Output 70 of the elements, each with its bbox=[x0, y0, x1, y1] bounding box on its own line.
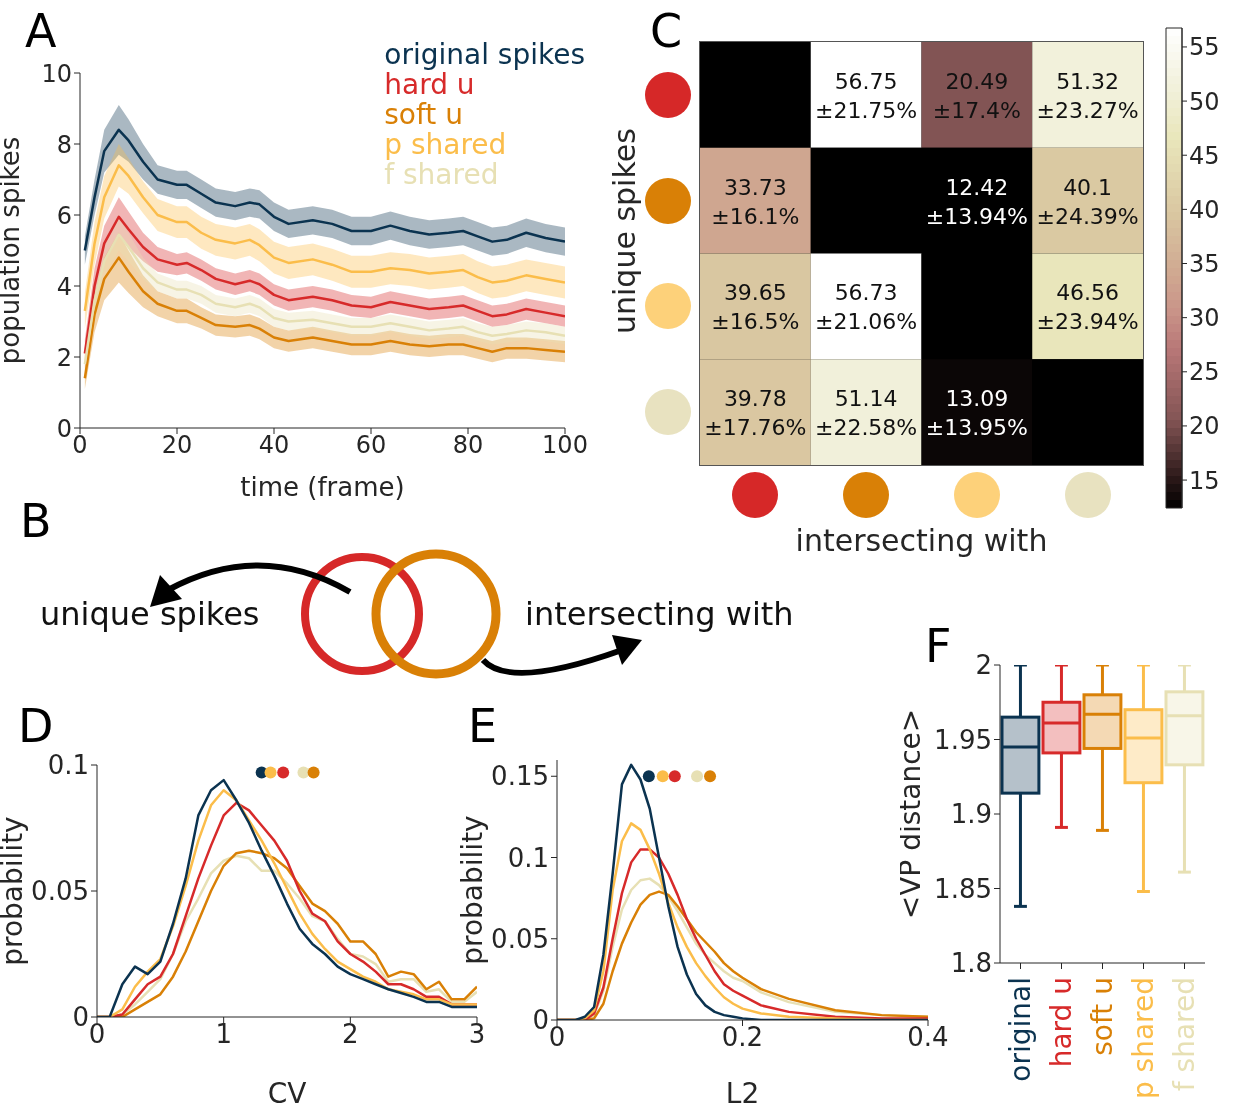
x-tick-label: 80 bbox=[452, 431, 484, 460]
y-axis-title: probability bbox=[455, 815, 489, 965]
x-tick-label: 3 bbox=[468, 1019, 486, 1050]
color-bar-label: 40 bbox=[1189, 195, 1220, 224]
color-bar-label: 50 bbox=[1189, 87, 1220, 116]
y-axis-title: population spikes bbox=[0, 136, 26, 365]
data-label: 56.75 ±21.75% bbox=[814, 68, 918, 123]
text: B bbox=[20, 494, 52, 548]
text: p shared bbox=[384, 128, 508, 161]
x-tick-label: p shared bbox=[1127, 977, 1160, 1100]
y-tick-label: 0.15 bbox=[491, 761, 549, 792]
y-tick-label: 2 bbox=[56, 343, 72, 372]
color-bar-label: 25 bbox=[1189, 358, 1220, 387]
x-axis-title: intersecting with bbox=[794, 523, 1049, 558]
y-tick-label: 2 bbox=[975, 650, 992, 681]
y-tick-label: 10 bbox=[41, 59, 72, 88]
data-label: 56.73 ±21.06% bbox=[814, 279, 918, 334]
chart-title: A bbox=[25, 4, 57, 58]
x-tick-label: 40 bbox=[258, 431, 290, 460]
text: soft u bbox=[384, 98, 464, 131]
data-label: 40.1 ±24.39% bbox=[1036, 174, 1139, 229]
data-label: 39.78 ±17.76% bbox=[704, 385, 807, 440]
color-bar-label: 30 bbox=[1189, 304, 1220, 333]
chart-title: E bbox=[468, 699, 498, 753]
y-tick-label: 8 bbox=[56, 130, 72, 159]
y-axis-title: unique spikes bbox=[606, 127, 643, 334]
x-axis-title: CV bbox=[267, 1077, 307, 1107]
x-tick-label: 20 bbox=[161, 431, 193, 460]
color-bar-label: 15 bbox=[1189, 466, 1220, 495]
x-tick-label: hard u bbox=[1045, 977, 1078, 1068]
data-label: 46.56 ±23.94% bbox=[1036, 279, 1139, 334]
x-tick-label: 100 bbox=[542, 431, 588, 460]
color-bar-label: 20 bbox=[1189, 412, 1220, 441]
x-tick-label: 1 bbox=[215, 1019, 232, 1050]
x-tick-label: 0.2 bbox=[721, 1022, 764, 1053]
x-tick-label: 2 bbox=[342, 1019, 359, 1050]
color-bar-label: 45 bbox=[1189, 141, 1220, 170]
y-axis-title: probability bbox=[0, 816, 29, 966]
y-tick-label: 1.9 bbox=[950, 799, 992, 830]
data-label: 51.32 ±23.27% bbox=[1036, 68, 1139, 123]
x-tick-label: 0.4 bbox=[907, 1022, 949, 1053]
y-tick-label: 1.85 bbox=[934, 873, 992, 904]
data-label: 12.42 ±13.94% bbox=[925, 174, 1029, 229]
y-tick-label: 0.1 bbox=[507, 842, 549, 873]
x-tick-label: f shared bbox=[1168, 977, 1201, 1092]
data-label: 33.73 ±16.1% bbox=[711, 174, 800, 229]
x-axis-title: L2 bbox=[725, 1077, 760, 1107]
y-tick-label: 0.05 bbox=[31, 876, 89, 907]
y-tick-label: 0.1 bbox=[47, 750, 89, 781]
x-tick-label: original bbox=[1004, 977, 1037, 1082]
color-bar-label: 35 bbox=[1189, 250, 1220, 279]
chart-title: C bbox=[650, 4, 683, 58]
x-tick-label: soft u bbox=[1086, 977, 1119, 1056]
text: unique spikes bbox=[40, 595, 260, 633]
data-label: 51.14 ±22.58% bbox=[814, 385, 918, 440]
y-tick-label: 0.05 bbox=[491, 923, 549, 954]
x-tick-label: 60 bbox=[355, 431, 387, 460]
x-axis-title: time (frame) bbox=[240, 472, 405, 502]
y-tick-label: 6 bbox=[56, 201, 72, 230]
data-label: 20.49 ±17.4% bbox=[932, 68, 1022, 123]
chart-title: F bbox=[925, 619, 952, 673]
data-label: 39.65 ±16.5% bbox=[711, 279, 800, 334]
data-label: 13.09 ±13.95% bbox=[925, 385, 1029, 440]
y-tick-label: 4 bbox=[56, 272, 72, 301]
text: intersecting with bbox=[525, 595, 794, 633]
color-bar-label: 55 bbox=[1189, 33, 1220, 62]
chart-title: D bbox=[18, 699, 54, 753]
y-tick-label: 1.95 bbox=[934, 724, 992, 755]
text: original spikes bbox=[384, 38, 585, 71]
y-tick-label: 1.8 bbox=[950, 948, 992, 979]
